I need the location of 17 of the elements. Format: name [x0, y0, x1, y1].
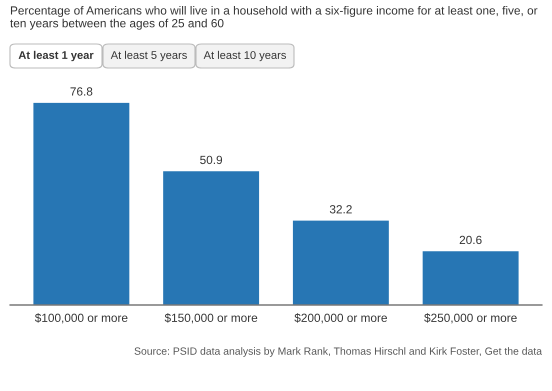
x-tick-label: $200,000 or more — [294, 313, 387, 324]
x-tick-label: $150,000 or more — [164, 313, 258, 324]
data-label: 50.9 — [200, 156, 222, 164]
source-note: Source: PSID data analysis by Mark Rank, Thomas Hirschl and Kirk Foster, Get the data — [134, 347, 542, 357]
text: At least 1 year — [18, 50, 94, 62]
bar — [421, 250, 520, 305]
data-label: 32.2 — [330, 205, 352, 214]
chart-title: Percentage of Americans who will live in a household with a six-figure income for at least one, five, or ten years between the ages of 25 and 60 — [10, 6, 538, 30]
data-label: 76.8 — [70, 87, 92, 96]
bar — [292, 219, 390, 305]
text: At least 5 years — [110, 50, 187, 62]
bar — [162, 170, 260, 305]
bar — [32, 101, 131, 305]
x-tick-label: $100,000 or more — [34, 313, 128, 324]
data-label: 20.6 — [460, 236, 482, 244]
text: At least 10 years — [204, 50, 286, 62]
x-tick-label: $250,000 or more — [424, 313, 517, 324]
